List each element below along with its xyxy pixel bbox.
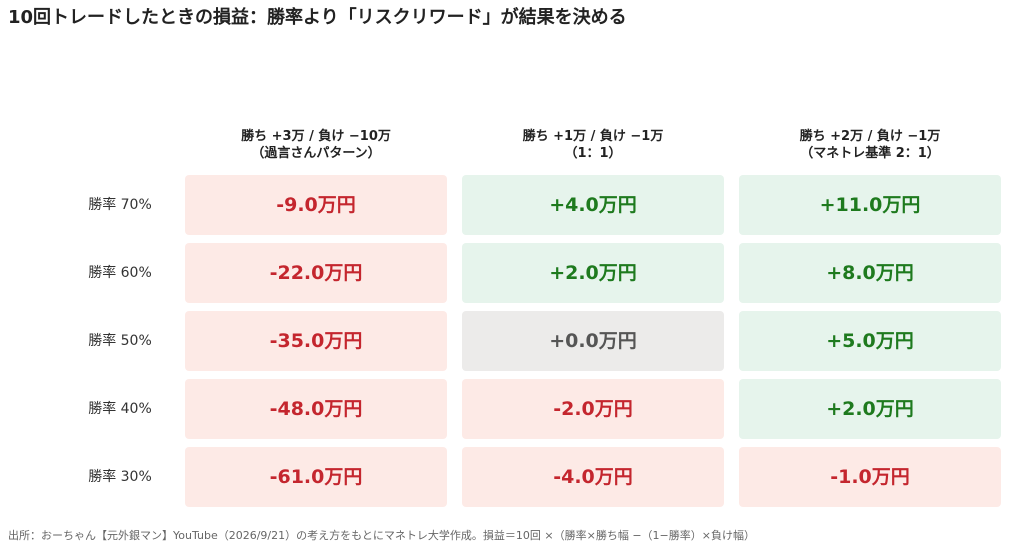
value-cell: +4.0万円 [462,175,724,235]
column-header-line2: （過言さんパターン） [251,146,381,161]
source-note: 出所：おーちゃん【元外銀マン】YouTube（2026/9/21）の考え方をもと… [8,529,755,542]
value-cell: -35.0万円 [185,311,447,371]
column-header-line2: （マネトレ基準 2：1） [800,146,940,161]
value-cell: -2.0万円 [462,379,724,439]
value-cell: -9.0万円 [185,175,447,235]
column-header-line1: 勝ち +2万 / 負け −1万 [799,129,941,144]
value-cell: -61.0万円 [185,447,447,507]
row-label: 勝率 50% [88,333,152,349]
column-header-line1: 勝ち +3万 / 負け −10万 [241,129,391,144]
column-header: 勝ち +2万 / 負け −1万 （マネトレ基準 2：1） [739,128,1001,162]
value-cell: -4.0万円 [462,447,724,507]
row-label: 勝率 60% [88,265,152,281]
chart-title: 10回トレードしたときの損益：勝率より「リスクリワード」が結果を決める [8,7,627,28]
value-cell: +11.0万円 [739,175,1001,235]
value-cell: +2.0万円 [739,379,1001,439]
row-label: 勝率 70% [88,197,152,213]
row-label: 勝率 30% [88,469,152,485]
row-label: 勝率 40% [88,401,152,417]
value-cell: +2.0万円 [462,243,724,303]
value-cell: +5.0万円 [739,311,1001,371]
value-cell: +8.0万円 [739,243,1001,303]
column-header: 勝ち +1万 / 負け −1万 （1：1） [462,128,724,162]
column-header-line1: 勝ち +1万 / 負け −1万 [522,129,664,144]
value-cell: -48.0万円 [185,379,447,439]
column-header-line2: （1：1） [564,146,622,161]
column-header: 勝ち +3万 / 負け −10万 （過言さんパターン） [185,128,447,162]
value-cell: -22.0万円 [185,243,447,303]
value-cell: +0.0万円 [462,311,724,371]
value-cell: -1.0万円 [739,447,1001,507]
